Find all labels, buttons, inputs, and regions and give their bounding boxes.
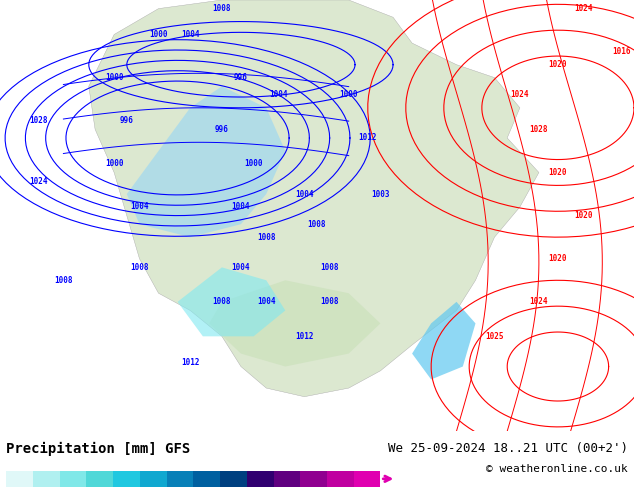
Text: 1008: 1008 [212, 297, 231, 306]
Text: 1000: 1000 [149, 30, 168, 39]
Polygon shape [127, 86, 285, 237]
Text: Precipitation [mm] GFS: Precipitation [mm] GFS [6, 442, 191, 456]
Text: 1024: 1024 [529, 297, 548, 306]
Text: 1004: 1004 [295, 190, 314, 198]
Bar [33, 470, 60, 487]
Text: 1008: 1008 [54, 276, 73, 285]
Text: 1004: 1004 [269, 90, 288, 99]
Text: 1016: 1016 [612, 47, 631, 56]
Text: 1028: 1028 [529, 125, 548, 134]
Text: 1008: 1008 [320, 297, 339, 306]
Text: 1008: 1008 [130, 263, 149, 272]
Text: 1020: 1020 [548, 60, 567, 69]
Bar [273, 470, 301, 487]
Polygon shape [178, 268, 285, 336]
Text: 1008: 1008 [257, 233, 276, 242]
Text: 1025: 1025 [485, 332, 504, 341]
Text: 1004: 1004 [130, 202, 149, 212]
Polygon shape [89, 0, 539, 397]
Text: 1003: 1003 [371, 190, 390, 198]
Text: 1020: 1020 [574, 211, 593, 220]
Text: 1000: 1000 [244, 159, 263, 169]
Bar [60, 470, 86, 487]
Text: 1008: 1008 [307, 220, 327, 229]
Bar [113, 470, 140, 487]
Bar [86, 470, 113, 487]
Text: 1004: 1004 [257, 297, 276, 306]
Bar [327, 470, 354, 487]
Text: 1000: 1000 [105, 73, 124, 82]
Text: 1000: 1000 [105, 159, 124, 169]
Text: 1008: 1008 [212, 4, 231, 13]
Text: 1004: 1004 [231, 263, 250, 272]
Text: 996: 996 [234, 73, 248, 82]
Text: 1024: 1024 [510, 90, 529, 99]
Text: We 25-09-2024 18..21 UTC (00+2'): We 25-09-2024 18..21 UTC (00+2') [387, 442, 628, 455]
Bar [167, 470, 193, 487]
Text: © weatheronline.co.uk: © weatheronline.co.uk [486, 465, 628, 474]
Text: 1004: 1004 [231, 202, 250, 212]
Bar [6, 470, 33, 487]
Text: 1028: 1028 [29, 116, 48, 125]
Polygon shape [209, 280, 380, 367]
Bar [354, 470, 380, 487]
Text: 1008: 1008 [320, 263, 339, 272]
Text: 1012: 1012 [181, 358, 200, 367]
Text: 1000: 1000 [339, 90, 358, 99]
Text: 1004: 1004 [181, 30, 200, 39]
Polygon shape [412, 302, 476, 379]
Bar [301, 470, 327, 487]
Text: 1024: 1024 [29, 176, 48, 186]
Text: 1012: 1012 [295, 332, 314, 341]
Bar [247, 470, 273, 487]
Text: 996: 996 [215, 125, 229, 134]
Text: 1020: 1020 [548, 254, 567, 263]
Text: 1012: 1012 [358, 133, 377, 143]
Text: 1020: 1020 [548, 168, 567, 177]
Text: 996: 996 [120, 116, 134, 125]
Text: 1024: 1024 [574, 4, 593, 13]
Bar [220, 470, 247, 487]
Bar [140, 470, 167, 487]
Bar [193, 470, 220, 487]
